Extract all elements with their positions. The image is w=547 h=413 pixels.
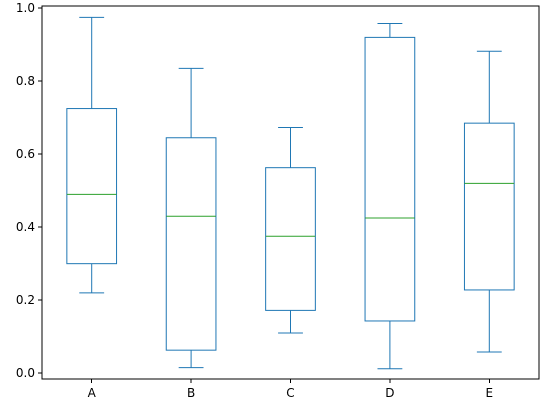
iqr-box-A <box>66 108 118 265</box>
plot-area <box>66 16 515 370</box>
box-B <box>165 67 217 369</box>
y-tick-label: 0.2 <box>16 293 35 307</box>
iqr-box-E <box>463 122 515 291</box>
x-tick-label: C <box>286 386 294 400</box>
x-tick-label: A <box>88 386 97 400</box>
y-tick-label: 1.0 <box>16 1 35 15</box>
box-E <box>463 50 515 353</box>
axes-frame <box>41 5 540 380</box>
y-tick-label: 0.0 <box>16 366 35 380</box>
iqr-box-B <box>165 137 217 351</box>
y-axis: 0.0 0.2 0.4 0.6 0.8 1.0 <box>16 1 42 380</box>
y-tick-label: 0.4 <box>16 220 35 234</box>
x-axis: A B C D E <box>88 379 494 400</box>
iqr-box-D <box>364 36 416 322</box>
y-tick-label: 0.8 <box>16 74 35 88</box>
x-tick-label: E <box>486 386 494 400</box>
box-D <box>364 23 416 370</box>
y-tick-label: 0.6 <box>16 147 35 161</box>
x-tick-label: B <box>187 386 195 400</box>
box-A <box>66 16 118 294</box>
iqr-box-C <box>265 167 316 311</box>
box-C <box>265 127 316 334</box>
x-tick-label: D <box>385 386 394 400</box>
